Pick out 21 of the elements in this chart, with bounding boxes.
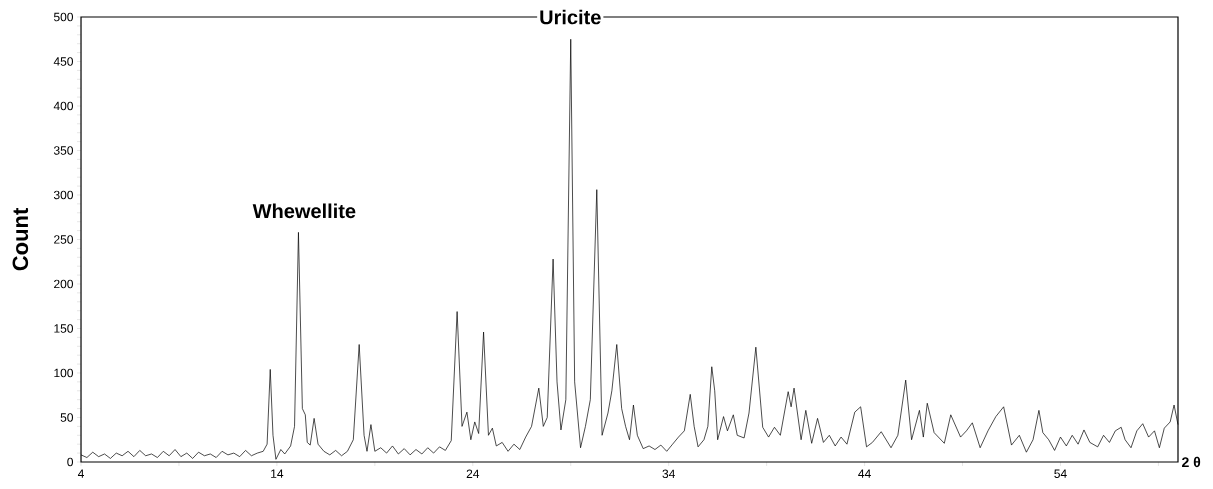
- x-tick-label: 54: [1054, 469, 1067, 478]
- x-tick-label: 24: [466, 469, 480, 478]
- x-axis-title: 2 θ: [1182, 456, 1201, 468]
- x-tick-label: 34: [662, 469, 675, 479]
- y-tick-label: 200: [54, 279, 74, 289]
- y-tick-label: 350: [53, 146, 74, 155]
- y-tick-label: 450: [53, 57, 74, 66]
- y-tick-label: 50: [60, 413, 74, 422]
- y-tick-label: 400: [53, 101, 74, 111]
- y-tick-label: 150: [54, 324, 74, 333]
- x-tick-label: 14: [271, 469, 284, 478]
- y-tick-label: 250: [54, 235, 74, 244]
- y-axis-title: Count: [12, 207, 29, 271]
- y-tick-label: 300: [53, 190, 74, 200]
- x-tick-label: 44: [858, 469, 871, 478]
- annotation: Whewellite: [252, 203, 356, 219]
- y-tick-label: 100: [54, 368, 74, 378]
- annotation: Uricite: [540, 9, 601, 25]
- x-tick-label: 4: [77, 469, 84, 478]
- y-tick-label: 0: [67, 457, 74, 467]
- y-tick-label: 500: [53, 12, 74, 22]
